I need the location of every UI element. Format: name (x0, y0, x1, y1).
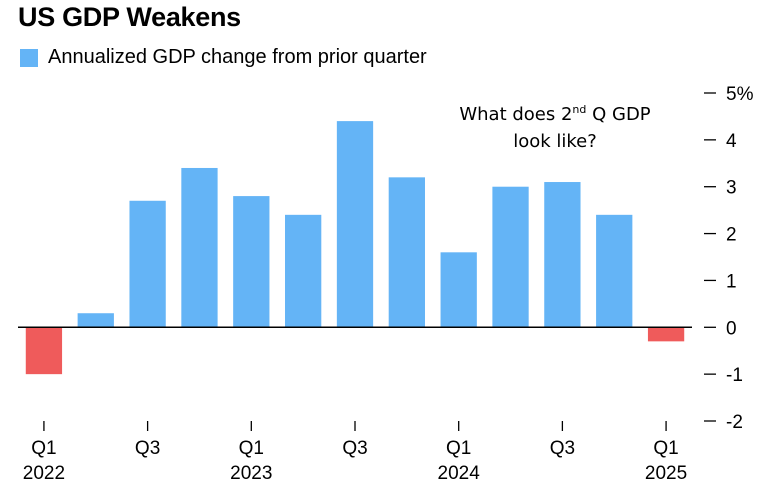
x-tick-label-quarter-4: Q1 (239, 438, 264, 459)
bar-q4-2023 (388, 177, 425, 328)
bar-q2-2024 (492, 186, 529, 328)
bar-q1-2024 (440, 252, 477, 328)
x-tick-label-year-12: 2025 (645, 463, 687, 484)
annotation-line-1: What does 2nd Q GDP (430, 96, 680, 128)
bar-q3-2024 (544, 182, 581, 328)
legend-swatch (20, 48, 38, 67)
x-tick-label-year-8: 2024 (438, 463, 481, 484)
bar-q1-2022 (25, 327, 63, 375)
y-tick-label-neg1: -1 (726, 365, 743, 386)
x-tick-label-quarter-0: Q1 (31, 438, 56, 459)
bar-q2-2023 (285, 214, 322, 328)
y-tick-label-0: 0 (726, 318, 737, 339)
x-tick-label-quarter-8: Q1 (446, 438, 471, 459)
x-tick-label-year-0: 2022 (23, 463, 65, 484)
legend: Annualized GDP change from prior quarter (20, 46, 427, 69)
bar-q4-2024 (596, 214, 633, 328)
annotation-line-2: look like? (513, 131, 597, 152)
x-tick-label-quarter-12: Q1 (653, 438, 678, 459)
y-tick-label-neg2: -2 (726, 412, 743, 433)
annotation-superscript: nd (572, 103, 587, 116)
y-tick-label-1: 1 (726, 271, 737, 292)
x-tick-label-quarter-10: Q3 (550, 438, 575, 459)
bar-q1-2023 (233, 196, 270, 328)
bar-q1-2025 (647, 327, 685, 342)
x-tick-label-year-4: 2023 (230, 463, 272, 484)
legend-label: Annualized GDP change from prior quarter (48, 46, 427, 68)
chart-title: US GDP Weakens (18, 2, 241, 32)
bar-q4-2022 (181, 167, 218, 328)
annotation-line-1-start: What does 2 (459, 104, 573, 125)
chart-annotation: What does 2nd Q GDP look like? (430, 96, 680, 155)
bar-q3-2022 (129, 200, 166, 328)
annotation-line-1-end: Q GDP (586, 104, 651, 125)
y-tick-label-2: 2 (726, 225, 737, 246)
x-tick-label-quarter-2: Q3 (135, 438, 160, 459)
y-tick-label-5: 5% (726, 84, 754, 105)
bar-q2-2022 (77, 313, 114, 328)
y-tick-label-3: 3 (726, 178, 737, 199)
y-tick-label-4: 4 (726, 131, 737, 152)
x-tick-label-quarter-6: Q3 (342, 438, 367, 459)
bar-q3-2023 (336, 121, 374, 328)
